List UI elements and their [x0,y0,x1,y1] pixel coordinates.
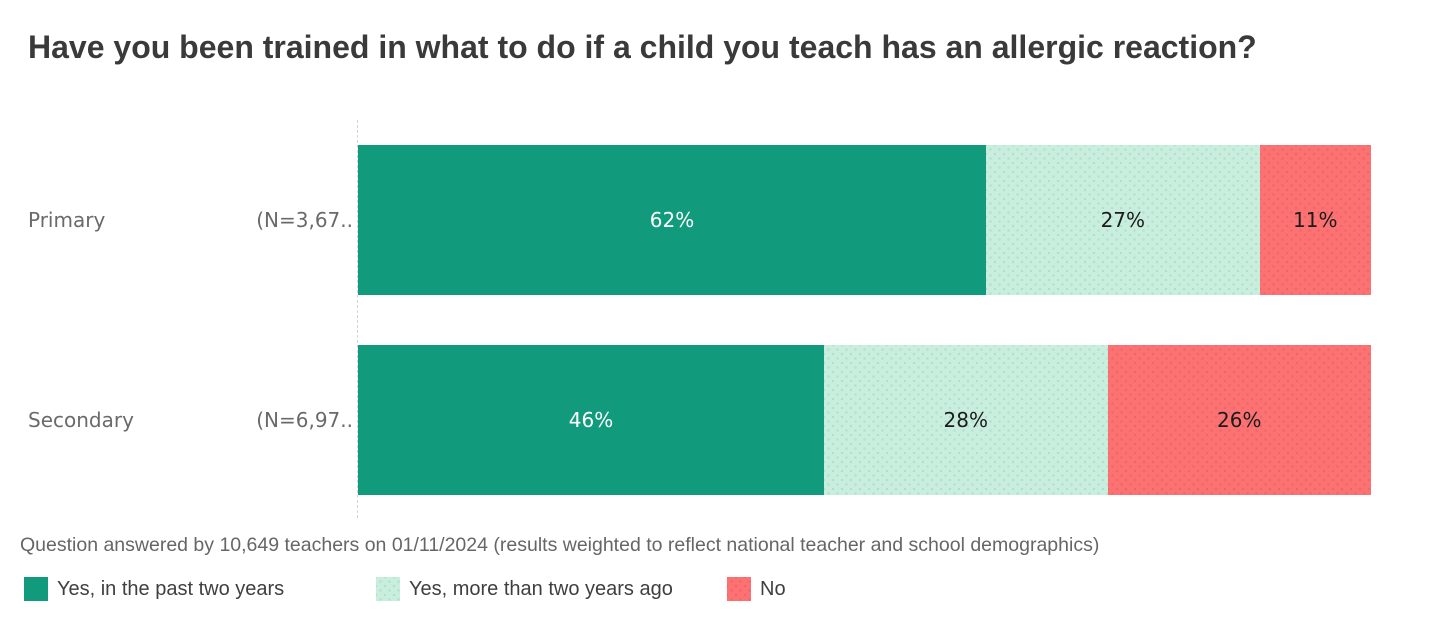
bar-segment: 11% [1259,145,1371,295]
stacked-bar: 62% 27% 11% [358,145,1371,295]
footnote: Question answered by 10,649 teachers on … [20,534,1100,556]
bar-segment: 62% [358,145,987,295]
legend-label: Yes, in the past two years [57,578,285,600]
legend-item: No [727,576,786,602]
bar-value-label: 28% [943,408,988,432]
bar-segment: 46% [358,345,824,495]
stacked-bar: 46% 28% 26% [358,345,1371,495]
legend-swatch [24,577,48,601]
category-label: Secondary [28,408,134,432]
sample-size-label: (N=3,67.. [256,208,353,232]
legend-item: Yes, more than two years ago [376,576,673,602]
legend-label: No [760,578,786,600]
legend-swatch [376,577,400,601]
chart-title: Have you been trained in what to do if a… [28,29,1257,65]
baseline-dashed-line [357,120,358,518]
bar-segment: 26% [1107,345,1371,495]
bar-value-label: 62% [649,208,695,232]
category-label: Primary [28,208,106,232]
legend-label: Yes, more than two years ago [409,578,673,600]
bar-row-secondary: Secondary (N=6,97.. 46% 28% 26% [0,345,1440,495]
bar-segment: 28% [823,345,1108,495]
bar-value-label: 46% [568,408,614,432]
legend: Yes, in the past two years Yes, more than… [0,576,1440,604]
bar-row-primary: Primary (N=3,67.. 62% 27% 11% [0,145,1440,295]
sample-size-label: (N=6,97.. [256,408,353,432]
bar-value-label: 27% [1100,208,1146,232]
legend-item: Yes, in the past two years [24,576,284,602]
bar-value-label: 11% [1293,208,1338,232]
bar-segment: 27% [986,145,1260,295]
bar-value-label: 26% [1217,408,1262,432]
legend-swatch [727,577,751,601]
